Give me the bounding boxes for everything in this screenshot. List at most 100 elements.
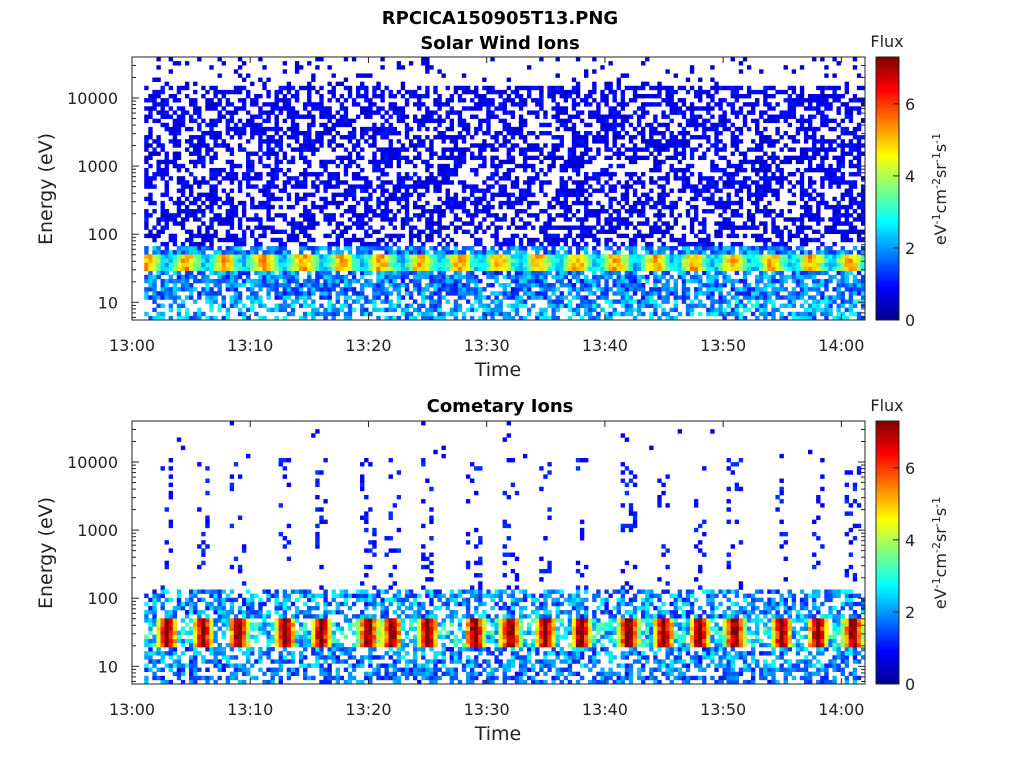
- heatmap-cell: [425, 176, 430, 181]
- heatmap-cell: [152, 118, 157, 124]
- heatmap-cell: [592, 266, 597, 271]
- heatmap-cell: [527, 143, 532, 148]
- heatmap-cell: [506, 139, 512, 144]
- heatmap-cell: [404, 262, 410, 267]
- heatmap-cell: [266, 163, 271, 169]
- heatmap-cell: [368, 250, 373, 255]
- heatmap-cell: [205, 295, 210, 300]
- heatmap-cell: [237, 221, 243, 226]
- heatmap-cell: [641, 204, 646, 210]
- heatmap-cell: [360, 147, 365, 152]
- heatmap-cell: [551, 266, 556, 271]
- heatmap-cell: [233, 250, 239, 255]
- heatmap-cell: [229, 147, 235, 152]
- heatmap-cell: [535, 270, 540, 276]
- heatmap-cell: [453, 85, 459, 91]
- heatmap-cell: [689, 266, 695, 271]
- heatmap-cell: [710, 291, 715, 296]
- heatmap-cell: [685, 295, 691, 300]
- heatmap-cell: [327, 172, 332, 177]
- heatmap-cell: [632, 225, 638, 230]
- heatmap-cell: [404, 246, 410, 251]
- heatmap-cell: [156, 143, 161, 148]
- heatmap-cell: [636, 106, 642, 111]
- heatmap-cell: [632, 192, 638, 198]
- heatmap-cell: [339, 200, 345, 206]
- heatmap-cell: [661, 159, 666, 165]
- heatmap-cell: [612, 89, 617, 95]
- heatmap-cell: [449, 204, 454, 210]
- heatmap-cell: [396, 188, 402, 193]
- heatmap-cell: [661, 213, 666, 218]
- heatmap-cell: [347, 122, 353, 128]
- heatmap-cell: [323, 270, 328, 276]
- heatmap-cell: [347, 159, 353, 165]
- heatmap-cell: [400, 295, 406, 300]
- heatmap-cell: [445, 147, 450, 152]
- heatmap-cell: [209, 65, 214, 70]
- heatmap-cell: [323, 307, 328, 313]
- heatmap-cell: [469, 184, 475, 189]
- heatmap-cell: [307, 93, 312, 99]
- heatmap-cell: [669, 118, 674, 124]
- heatmap-cell: [193, 250, 198, 255]
- heatmap-cell: [514, 196, 520, 202]
- heatmap-cell: [710, 246, 715, 251]
- heatmap-cell: [164, 221, 169, 226]
- heatmap-cell: [380, 184, 385, 189]
- heatmap-cell: [575, 172, 581, 177]
- heatmap-cell: [368, 278, 373, 284]
- heatmap-cell: [205, 225, 210, 230]
- heatmap-cell: [282, 307, 288, 313]
- heatmap-cell: [180, 209, 186, 214]
- heatmap-cell: [685, 106, 691, 111]
- heatmap-cell: [160, 241, 165, 247]
- heatmap-cell: [282, 278, 288, 284]
- heatmap-cell: [360, 225, 365, 230]
- heatmap-cell: [673, 106, 678, 111]
- heatmap-cell: [425, 147, 430, 152]
- heatmap-cell: [465, 254, 471, 259]
- heatmap-cell: [555, 114, 560, 119]
- heatmap-cell: [217, 89, 222, 95]
- heatmap-cell: [575, 139, 581, 144]
- heatmap-cell: [445, 291, 450, 296]
- heatmap-cell: [702, 106, 707, 111]
- heatmap-cell: [262, 254, 267, 259]
- heatmap-cell: [592, 135, 597, 140]
- heatmap-cell: [282, 98, 288, 103]
- heatmap-cell: [437, 311, 442, 317]
- heatmap-cell: [225, 278, 231, 284]
- heatmap-cell: [237, 311, 243, 317]
- heatmap-cell: [168, 307, 174, 313]
- heatmap-cell: [698, 303, 703, 308]
- heatmap-cell: [184, 315, 190, 321]
- heatmap-cell: [453, 315, 459, 321]
- heatmap-cell: [657, 139, 662, 144]
- heatmap-cell: [469, 151, 475, 156]
- heatmap-cell: [527, 237, 532, 243]
- heatmap-cell: [474, 106, 479, 111]
- heatmap-cell: [449, 307, 454, 313]
- heatmap-cell: [706, 188, 711, 193]
- heatmap-cell: [559, 110, 564, 115]
- heatmap-cell: [555, 307, 560, 313]
- heatmap-cell: [608, 266, 613, 271]
- heatmap-cell: [266, 77, 271, 82]
- heatmap-cell: [685, 200, 691, 206]
- heatmap-cell: [543, 221, 548, 226]
- heatmap-cell: [681, 98, 687, 103]
- heatmap-cell: [388, 139, 393, 144]
- heatmap-cell: [258, 159, 263, 165]
- heatmap-cell: [176, 89, 182, 95]
- heatmap-cell: [592, 237, 597, 243]
- heatmap-cell: [339, 307, 345, 313]
- heatmap-cell: [225, 102, 231, 107]
- heatmap-cell: [303, 176, 308, 181]
- heatmap-cell: [620, 262, 626, 267]
- heatmap-cell: [160, 98, 165, 103]
- heatmap-cell: [319, 143, 324, 148]
- heatmap-cell: [661, 135, 666, 140]
- heatmap-cell: [653, 118, 658, 124]
- heatmap-cell: [482, 163, 487, 169]
